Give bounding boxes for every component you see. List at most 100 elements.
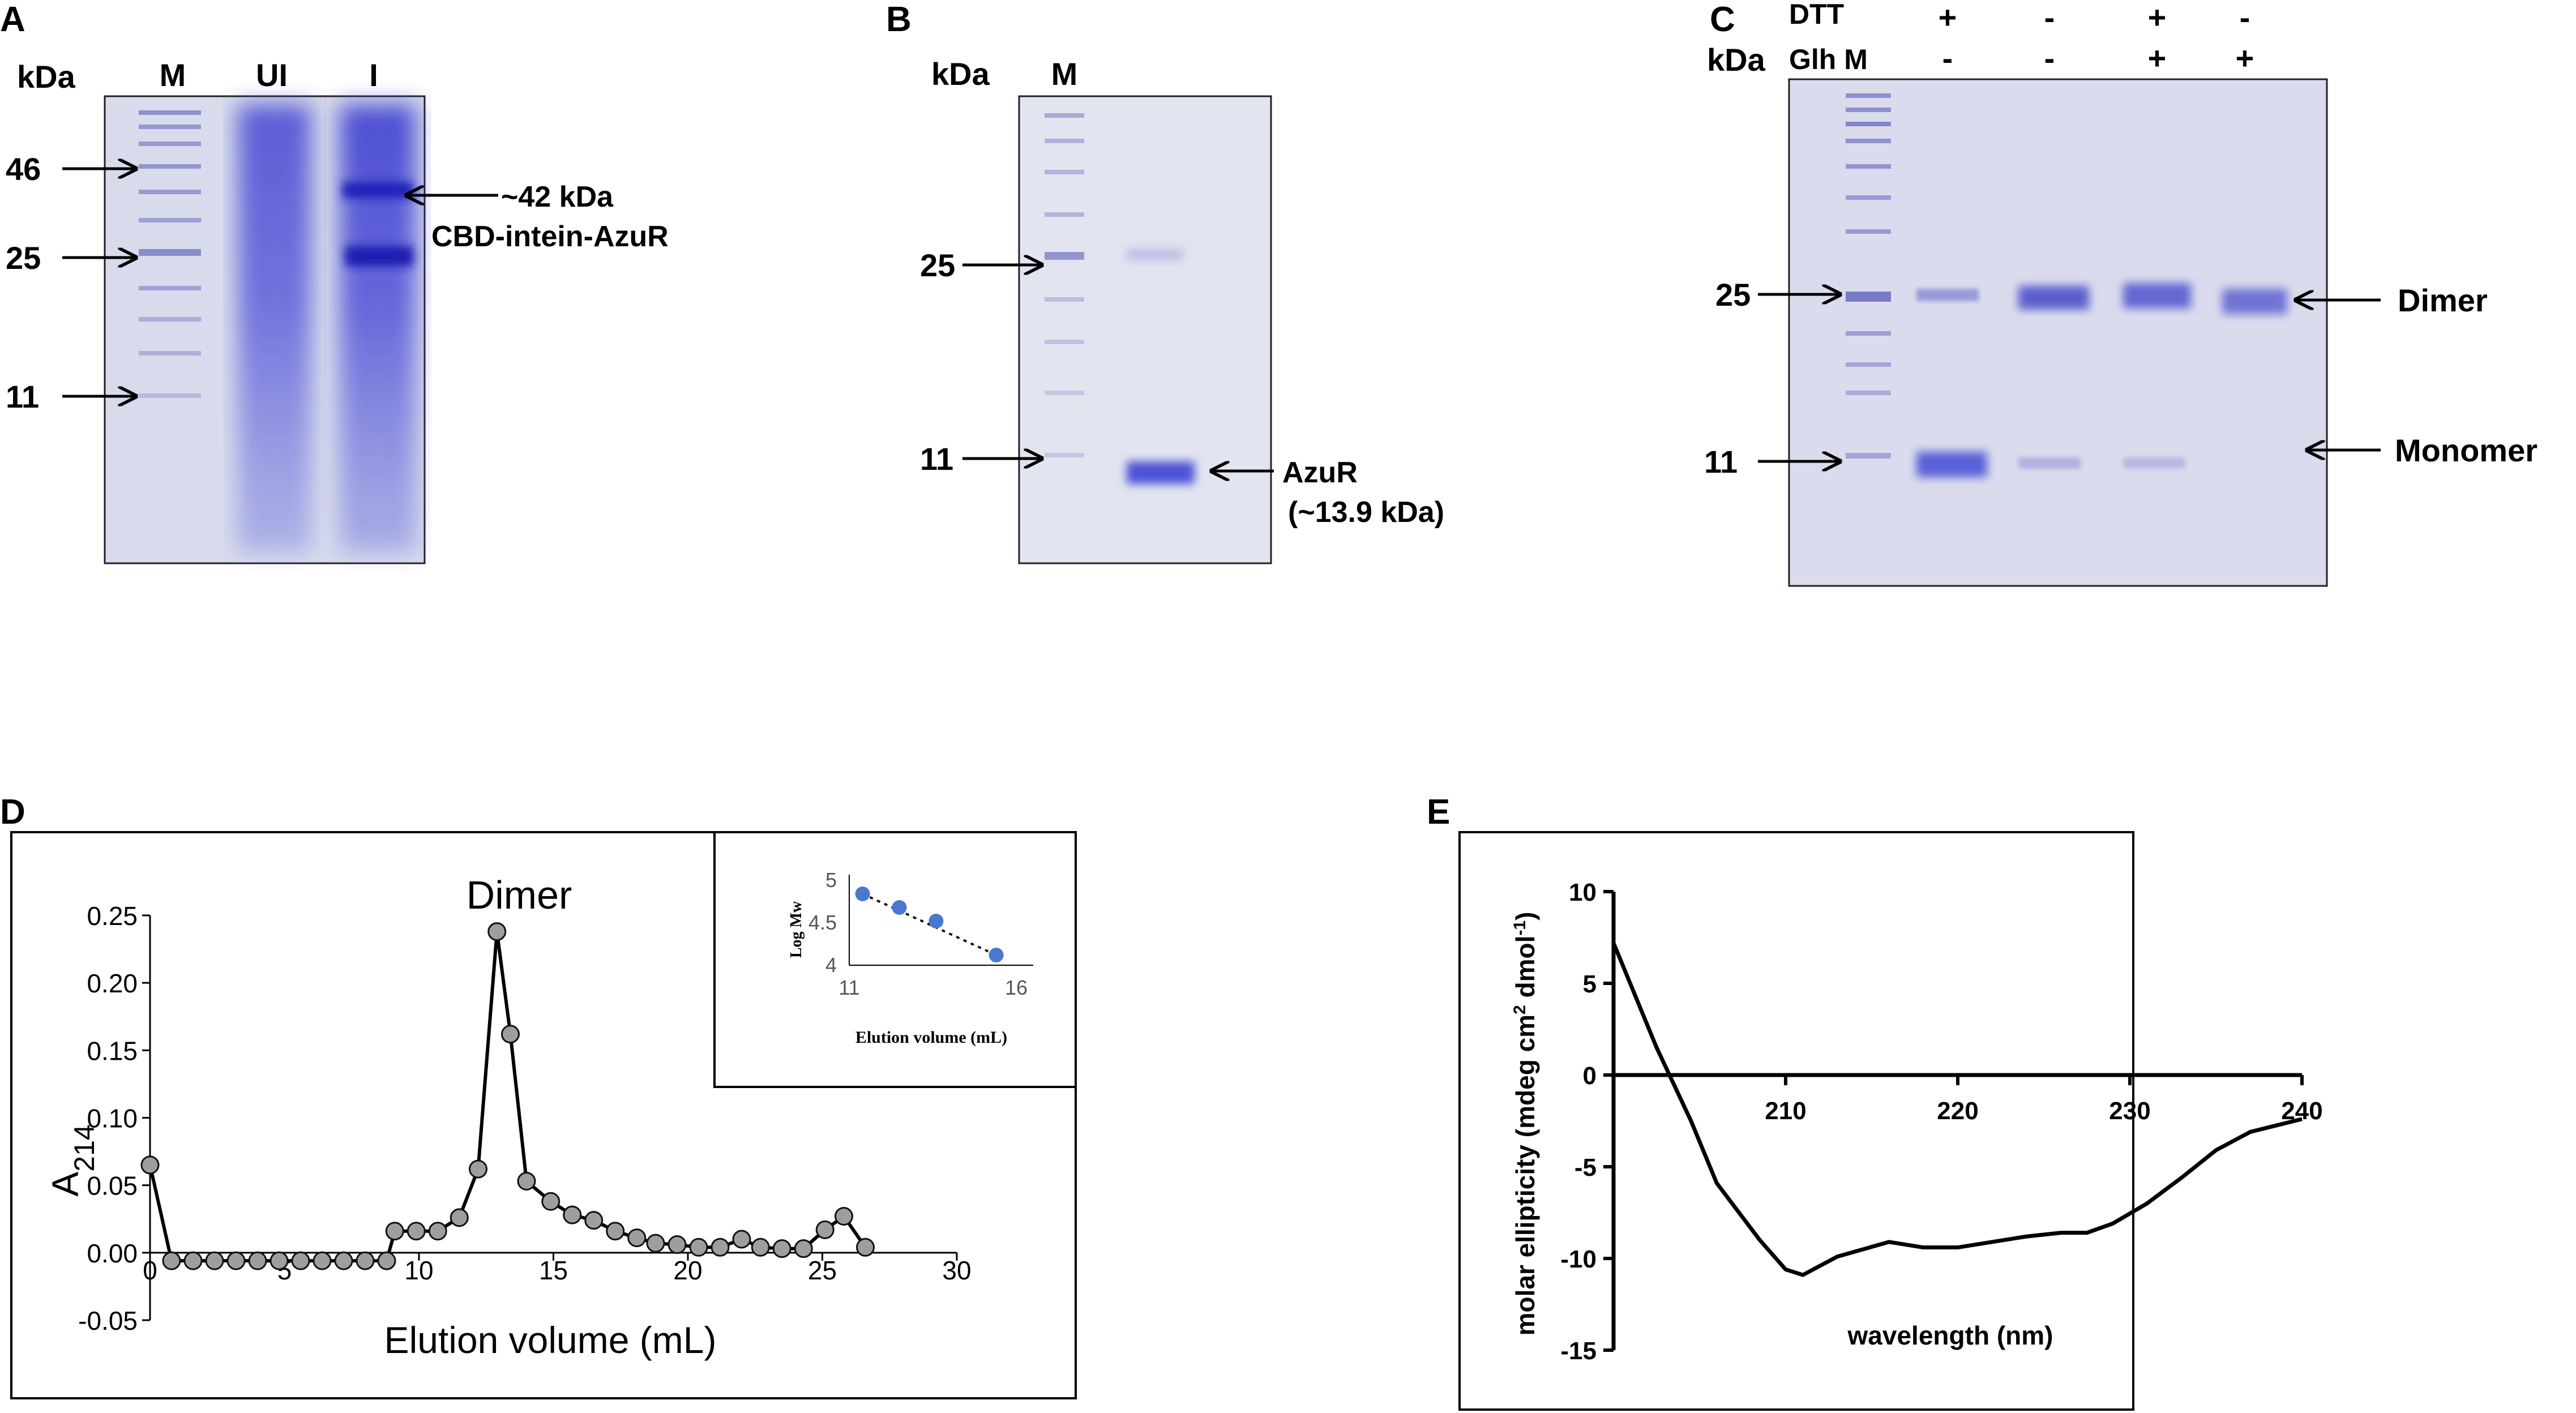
panel-e-y-tick-label: 10 [1569,879,1597,906]
panel-d-y-tick-label: 0.25 [87,901,138,931]
panel-d-inset-point [989,948,1004,962]
panel-d-y-tick-label: 0.15 [87,1036,138,1065]
panel-d-xlabel: Elution volume (mL) [384,1319,717,1361]
panel-b-lane-label-m: M [1051,56,1078,92]
panel-c-dimer-label: Dimer [2398,282,2488,318]
panel-e-x-tick-label: 230 [2109,1097,2150,1125]
panel-a-band-25 [345,246,413,266]
panel-a-lane-label-ui: UI [256,57,288,93]
panel-d-data-point [183,1251,203,1270]
panel-b-marker-11: 11 [920,441,953,477]
panel-d-inset-frame [713,831,1077,1088]
panel-a-lane-label-i: I [369,57,378,93]
panel-d: D -0.05 0.00 0.05 0.10 0.15 0.20 0.25 0 5 10 15 20 2… [0,793,1077,1399]
panel-e-ylabel-part-3: ) [1510,912,1540,920]
panel-b-band-label-2: (~13.9 kDa) [1288,496,1444,529]
panel-d-marks [140,922,875,1270]
panel-c-glh-sign-2: - [2044,40,2055,76]
panel-c-monomer-label: Monomer [2395,433,2538,468]
panel-e-y-tick-label: -15 [1560,1337,1597,1365]
panel-a-kda-label: kDa [17,59,76,95]
panel-d-x-tick-label: 20 [673,1256,702,1285]
panel-d-y-tick-label: -0.05 [78,1306,138,1335]
panel-c: C DTT kDa Glh M + - + - - - + + [1704,0,2538,587]
panel-c-dimer-band-2 [2018,286,2089,310]
panel-d-data-point [541,1192,560,1211]
panel-b: B kDa M 25 11 AzuR (~13.9 kDa) [886,0,1444,564]
panel-d-data-point [377,1251,396,1270]
panel-d-data-point [856,1238,875,1257]
panel-a-lane-i-smear [340,105,416,552]
panel-d-data-point [205,1251,224,1270]
panel-e-x-tick-label: 210 [1765,1097,1806,1125]
panel-d-data-point [627,1228,647,1248]
panel-d-data-point [385,1222,404,1241]
panel-d-data-point [584,1211,604,1230]
panel-a-lane-ui-smear [238,105,311,552]
panel-d-inset-point [892,900,907,915]
panel-a-letter: A [0,0,25,39]
panel-c-dtt-sign-4: - [2240,0,2250,35]
panel-d-inset-ylabel: Log Mw [788,901,805,958]
panel-d-data-point [248,1251,267,1270]
panel-e-y-tick-label: -10 [1560,1245,1597,1273]
panel-d-inset: 4 4.5 5 11 16 [808,868,1033,999]
panel-d-inset-y-tick-label: 4.5 [808,911,837,934]
panel-d-data-point [517,1172,536,1191]
panel-d-y-tick-label: 0.05 [87,1171,138,1201]
panel-c-marker-25: 25 [1715,277,1751,312]
panel-e-ylabel-part-2: dmol [1510,936,1540,1005]
panel-d-data-point [815,1220,835,1239]
panel-d-y-tick-label: 0.10 [87,1104,138,1133]
panel-d-inset-xlabel: Elution volume (mL) [855,1028,1007,1047]
panel-c-dimer-band-3 [2123,283,2191,309]
panel-e-ylabel: molar ellipticity (mdeg cm2 dmol-1) [1510,912,1541,1336]
panel-d-y-tick-label: 0.00 [87,1239,138,1268]
panel-e-x-tick-label: 220 [1937,1097,1978,1125]
panel-d-x-tick-label: 0 [143,1256,157,1285]
panel-e-ylabel-sup-2: -1 [1510,920,1529,936]
panel-d-ylabel: A214 [44,1124,100,1196]
panel-a-band-42kda [343,182,413,198]
panel-d-data-point [334,1251,353,1270]
panel-d-data-point [711,1238,730,1257]
panel-c-monomer-band-3 [2123,457,2185,469]
panel-c-monomer-band-1 [1916,452,1987,477]
panel-e-frame [1458,831,2134,1411]
panel-d-inset-y-tick-label: 4 [825,953,837,977]
panel-e-marks [1611,942,2303,1277]
panel-d-x-tick-label: 10 [404,1256,433,1285]
panel-d-data-point [487,922,507,941]
panel-c-monomer-band-2 [2018,457,2081,469]
panel-d-data-point [606,1222,625,1241]
panel-d-data-point [226,1251,246,1270]
panel-d-inset-point [928,914,944,928]
panel-b-band-label-1: AzuR [1282,456,1358,489]
panel-a-lane-label-m: M [160,57,186,93]
panel-c-glh-sign-3: + [2148,40,2167,76]
panel-e-xlabel: wavelength (nm) [1847,1321,2053,1350]
panel-b-gel [1018,95,1272,564]
panel-d-data-point [406,1222,426,1241]
panel-a-band-label-2: CBD-intein-AzuR [431,220,669,253]
panel-d-data-point [428,1222,447,1241]
panel-d-data-point [501,1025,520,1044]
panel-e-y-tick-label: -5 [1574,1154,1597,1181]
panel-d-frame [10,831,1077,1399]
panel-a-ladder [139,110,201,398]
panel-d-data-point [162,1251,181,1270]
panel-e-series-line [1611,942,2303,1277]
panel-d-data-point [667,1235,687,1254]
panel-a-marker-11: 11 [6,379,39,414]
panel-c-glh-sign-1: - [1942,40,1953,76]
panel-d-data-point [751,1238,770,1257]
panel-d-data-point [732,1230,751,1249]
panel-d-data-point [835,1206,853,1226]
panel-c-dtt-sign-3: + [2148,0,2167,35]
panel-d-axes: -0.050.000.050.100.150.200.250 5 10 15 20 25 3… [78,901,971,1335]
panel-d-annotation: Dimer [467,873,572,917]
panel-d-data-point [794,1239,813,1258]
panel-d-inset-point [855,887,870,901]
